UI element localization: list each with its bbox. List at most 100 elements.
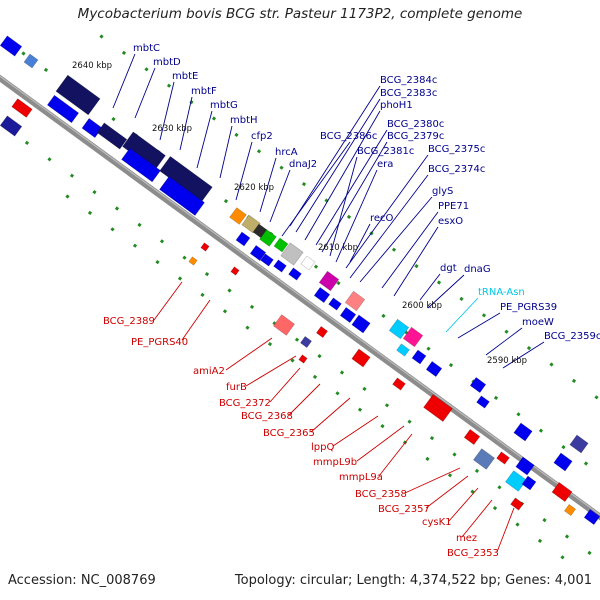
genome-backbone [0,74,600,521]
gene-label: dnaJ2 [289,159,317,170]
label-connector [153,281,183,321]
gene-label: phoH1 [380,100,413,111]
tick-mark [159,239,165,244]
gene-label: BCG_2359c [544,331,600,342]
gene-feature [229,207,247,225]
gene-feature [300,255,316,271]
tick-mark [144,67,149,72]
gene-feature [200,242,210,252]
gene-label: mbtH [230,115,258,126]
label-connector [219,125,233,179]
scale-label: 2590 kbp [487,356,527,366]
gene-feature [188,256,198,266]
tick-mark [222,309,228,314]
gene-feature [351,314,371,334]
label-connector [335,169,378,263]
gene-feature [328,297,342,311]
gene-feature [159,176,205,216]
label-connector [359,196,433,283]
label-connector [315,129,388,246]
tick-mark [110,227,115,232]
label-connector [196,110,213,169]
scale-label: 2610 kbp [318,243,358,253]
tick-mark [391,247,397,252]
gene-feature [23,53,39,69]
gene-feature [463,429,481,445]
gene-feature [563,503,577,517]
gene-label: cysK1 [422,517,452,528]
gene-label: BCG_2386c [320,131,377,142]
label-connectors [112,53,545,553]
tick-mark [537,538,543,543]
label-connector [134,67,156,119]
gene-label: BCG_2353 [447,548,499,559]
tick-mark [526,346,532,351]
gene-feature [0,35,23,57]
gene-label: dnaG [464,264,491,275]
gene-feature [299,335,313,349]
gene-features [0,35,600,525]
gene-feature [313,287,331,303]
gene-feature [469,377,487,393]
tick-mark [436,280,442,285]
label-connector [349,174,429,279]
tick-mark [245,325,250,330]
label-connector [393,226,439,297]
gene-feature [96,122,128,150]
scale-label: 2600 kbp [402,301,442,311]
tick-mark [294,337,300,342]
gene-label: BCG_2374c [428,164,485,175]
gene-label: BCG_2389 [103,316,155,327]
label-connector [485,327,523,356]
gene-label: moeW [522,317,554,328]
tick-mark [290,358,295,363]
label-connector [159,81,175,141]
gene-feature [315,325,329,339]
gene-label: amiA2 [193,366,225,377]
tick-mark [166,83,172,88]
tick-mark [549,362,554,367]
gene-label: BCG_2372 [219,398,271,409]
gene-feature [351,348,371,368]
gene-feature [472,448,496,470]
tick-mark [204,272,210,277]
gene-feature [388,318,410,340]
tick-mark [335,391,340,396]
gene-feature [553,452,573,472]
label-connector [419,273,441,301]
label-connector [259,157,277,213]
tick-mark [69,173,75,178]
tick-mark [317,354,322,359]
label-connector [310,397,351,433]
tick-mark [447,473,453,478]
gene-label: BCG_2357 [378,504,430,515]
tick-mark [114,206,120,211]
label-connector [321,141,388,253]
tick-mark [407,419,412,424]
tick-mark [429,436,435,441]
gene-label: mbtE [172,71,198,82]
label-connector [289,85,381,227]
gene-label: BCG_2368 [241,411,293,422]
tick-mark [560,555,565,560]
tick-mark [561,445,566,450]
label-connector [461,499,493,538]
tick-mark [571,378,577,383]
label-connector [225,337,273,371]
tick-mark [516,412,521,417]
gene-feature [515,456,535,476]
tick-mark [137,222,142,227]
gene-label: BCG_2380c [387,119,444,130]
scale-labels: 2640 kbp 2630 kbp 2620 kbp 2610 kbp 2600 kbp… [72,61,527,366]
tick-mark [182,255,187,260]
tick-mark [132,243,138,248]
tick-mark [313,264,319,269]
genome-backbone-highlight [0,75,600,516]
gene-feature [318,270,340,292]
gene-feature [0,115,23,137]
tick-mark [336,281,341,286]
tick-mark [267,342,273,347]
tick-mark [223,199,229,204]
tick-mark [481,313,487,318]
label-connector [427,274,465,309]
